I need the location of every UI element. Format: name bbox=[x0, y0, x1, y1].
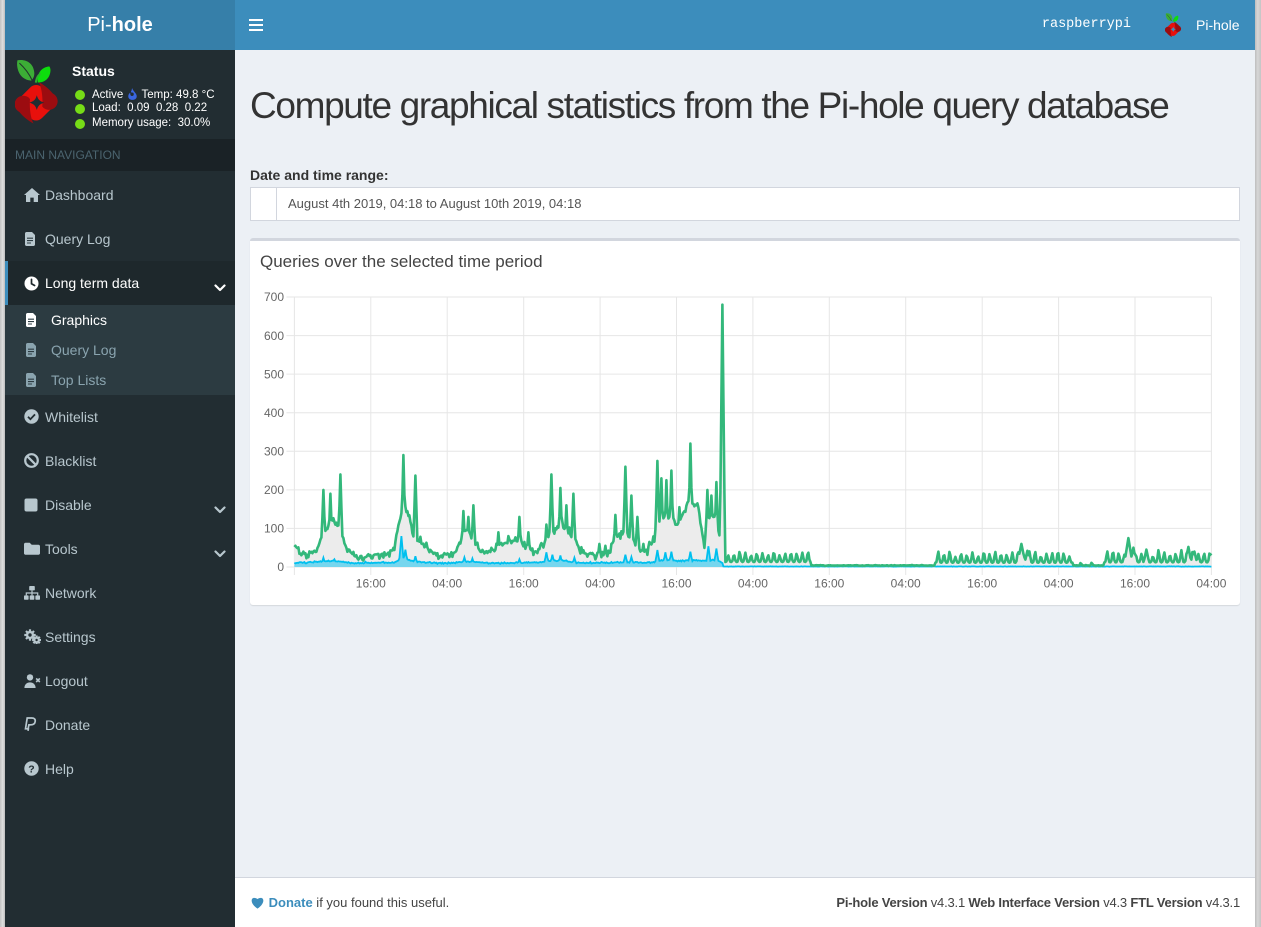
svg-text:?: ? bbox=[28, 763, 34, 775]
svg-text:0: 0 bbox=[277, 560, 284, 574]
svg-text:04:00: 04:00 bbox=[1196, 577, 1226, 591]
svg-text:04:00: 04:00 bbox=[432, 577, 462, 591]
svg-text:700: 700 bbox=[264, 290, 284, 304]
svg-text:16:00: 16:00 bbox=[509, 577, 539, 591]
svg-text:600: 600 bbox=[264, 329, 284, 343]
svg-text:100: 100 bbox=[264, 522, 284, 536]
svg-text:16:00: 16:00 bbox=[814, 577, 844, 591]
svg-text:400: 400 bbox=[264, 406, 284, 420]
svg-text:16:00: 16:00 bbox=[356, 577, 386, 591]
svg-text:200: 200 bbox=[264, 483, 284, 497]
svg-text:04:00: 04:00 bbox=[738, 577, 768, 591]
svg-text:300: 300 bbox=[264, 445, 284, 459]
svg-text:04:00: 04:00 bbox=[585, 577, 615, 591]
svg-text:500: 500 bbox=[264, 367, 284, 381]
svg-text:16:00: 16:00 bbox=[1120, 577, 1150, 591]
svg-text:04:00: 04:00 bbox=[1044, 577, 1074, 591]
svg-text:16:00: 16:00 bbox=[661, 577, 691, 591]
svg-text:16:00: 16:00 bbox=[967, 577, 997, 591]
svg-text:04:00: 04:00 bbox=[891, 577, 921, 591]
